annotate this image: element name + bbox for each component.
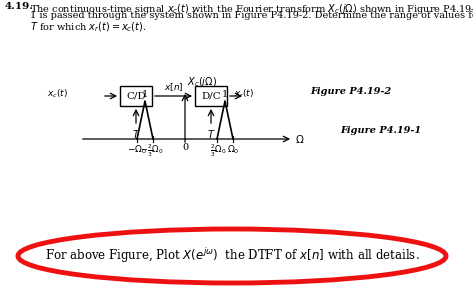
Text: $T$: $T$	[131, 128, 140, 140]
Text: $\Omega_0$: $\Omega_0$	[227, 143, 239, 155]
Text: $T$: $T$	[207, 128, 215, 140]
Text: For above Figure, Plot $X(e^{j\omega})$  the DTFT of $x[n]$ with all details.: For above Figure, Plot $X(e^{j\omega})$ …	[44, 246, 420, 265]
Text: $x_r(t)$: $x_r(t)$	[234, 88, 254, 100]
Text: $x_c(t)$: $x_c(t)$	[47, 88, 69, 100]
Text: 1 is passed through the system shown in Figure P4.19-2. Determine the range of v: 1 is passed through the system shown in …	[30, 11, 473, 20]
Text: D/C: D/C	[201, 91, 221, 100]
Text: $T$ for which $x_r(t) = x_c(t)$.: $T$ for which $x_r(t) = x_c(t)$.	[30, 20, 147, 33]
FancyBboxPatch shape	[195, 86, 227, 106]
Text: $X_c(j\Omega)$: $X_c(j\Omega)$	[187, 75, 217, 89]
Text: 1: 1	[222, 90, 228, 99]
Text: $\frac{2}{3}\Omega_0$: $\frac{2}{3}\Omega_0$	[210, 143, 226, 159]
Text: $\Omega$: $\Omega$	[295, 133, 305, 145]
Text: Figure P4.19-2: Figure P4.19-2	[310, 86, 391, 95]
Text: $-\Omega_0$: $-\Omega_0$	[127, 143, 147, 155]
Text: $-\frac{2}{3}\Omega_0$: $-\frac{2}{3}\Omega_0$	[140, 143, 164, 159]
Text: Figure P4.19-1: Figure P4.19-1	[340, 126, 421, 135]
Text: $x[n]$: $x[n]$	[164, 81, 183, 93]
Text: C/D: C/D	[126, 91, 146, 100]
Text: The continuous-time signal $x_c(t)$ with the Fourier transform $X_c(j\Omega)$ sh: The continuous-time signal $x_c(t)$ with…	[30, 2, 473, 16]
Text: 0: 0	[182, 143, 188, 152]
Text: 4.19.: 4.19.	[5, 2, 34, 11]
Text: 1: 1	[142, 90, 148, 99]
FancyBboxPatch shape	[120, 86, 152, 106]
